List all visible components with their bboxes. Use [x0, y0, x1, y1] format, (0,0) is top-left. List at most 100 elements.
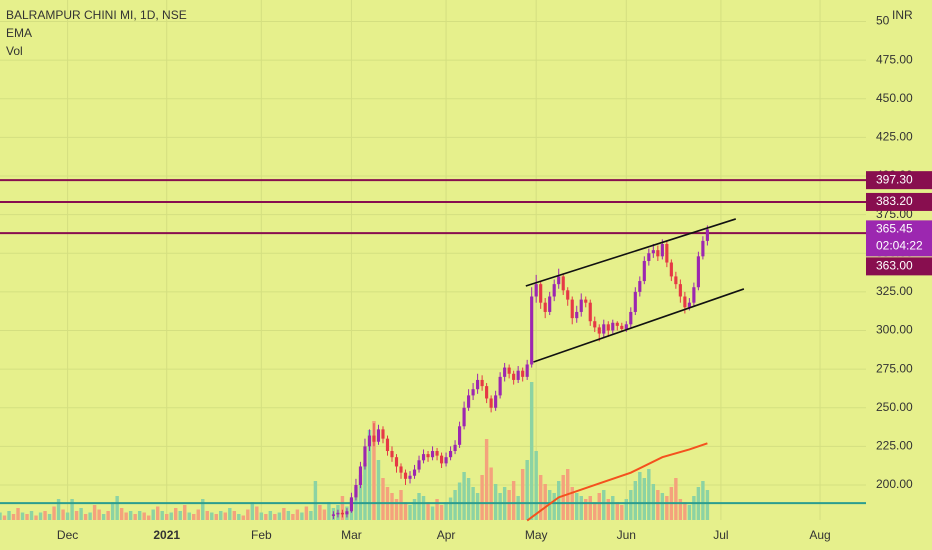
volume-bar [92, 505, 97, 520]
volume-bar [629, 490, 633, 520]
chart-title: BALRAMPUR CHINI MI, 1D, NSE [6, 8, 187, 22]
x-tick-label: Apr [437, 528, 456, 542]
volume-bar [376, 460, 381, 520]
volume-bar [408, 505, 412, 520]
candle-body [584, 299, 588, 303]
volume-bar [457, 482, 462, 520]
volume-bar [16, 508, 20, 520]
volume-bar [538, 475, 543, 520]
volume-bar [430, 506, 435, 520]
candle-body [602, 324, 606, 334]
x-tick-label: Mar [341, 528, 362, 542]
volume-bar [160, 511, 164, 520]
volume-bar [183, 505, 187, 520]
candle-body [696, 256, 700, 288]
volume-bar [277, 512, 282, 520]
level-box [866, 192, 932, 211]
channel-line [533, 288, 745, 363]
candle-body [588, 302, 592, 322]
candle-body [660, 243, 664, 257]
volume-bar [11, 514, 16, 520]
candle-body [421, 454, 426, 461]
volume-bar [394, 499, 399, 520]
volume-bar [250, 502, 255, 520]
countdown-label: 02:04:22 [876, 239, 923, 253]
volume-bar [651, 484, 656, 520]
volume-bar [327, 502, 331, 520]
volume-bar [561, 475, 565, 520]
candle-body [503, 367, 507, 377]
candle-body [439, 455, 444, 464]
candle-body [498, 376, 502, 396]
candle-body [358, 466, 363, 486]
candle-body [426, 454, 430, 458]
y-tick-label: 325.00 [876, 284, 913, 298]
candle-body [458, 426, 462, 445]
volume-bar [74, 511, 79, 520]
volume-bar [448, 497, 453, 520]
candle-body [367, 435, 372, 447]
volume-bar [192, 514, 196, 520]
volume-bar [196, 509, 200, 520]
volume-bar [611, 496, 615, 520]
volume-bar [264, 514, 268, 520]
volume-bar [174, 508, 178, 520]
volume-bar [534, 451, 538, 520]
candle-body [471, 389, 475, 396]
level-label: 397.30 [876, 172, 913, 186]
candle-body [494, 395, 498, 408]
volume-bar [358, 475, 363, 520]
volume-bar [255, 506, 259, 520]
volume-bar [268, 511, 273, 520]
volume-bar [435, 499, 439, 520]
volume-bar [61, 509, 65, 520]
volume-bar [223, 512, 227, 520]
volume-bar [259, 512, 264, 520]
candle-body [462, 407, 466, 427]
candle-body [534, 284, 538, 297]
volume-bar [489, 467, 493, 520]
candle-body [665, 243, 669, 263]
candle-body [579, 299, 583, 312]
candle-body [705, 229, 709, 241]
volume-bar [128, 511, 133, 520]
volume-bar [620, 505, 624, 520]
volume-bar [674, 478, 678, 520]
volume-bar [511, 481, 516, 520]
volume-bar [466, 478, 471, 520]
candle-body [611, 322, 615, 331]
volume-bar [313, 481, 318, 520]
candle-body [453, 444, 457, 452]
candle-body [345, 511, 349, 515]
volume-bar [52, 506, 56, 520]
volume-bar [219, 511, 223, 520]
volume-bar [70, 499, 74, 520]
volume-bar [480, 475, 484, 520]
volume-bar [665, 496, 669, 520]
volume-bar [300, 512, 304, 520]
last-price-box [866, 220, 932, 257]
volume-bar [498, 493, 502, 520]
volume-bar [520, 469, 525, 520]
volume-bar [214, 514, 218, 520]
candle-body [485, 386, 489, 399]
candle-body [530, 296, 534, 365]
candle-body [412, 469, 417, 476]
y-tick-label: 450.00 [876, 91, 913, 105]
volume-bar [493, 484, 498, 520]
volume-bar [88, 512, 92, 520]
volume-bar [286, 511, 291, 520]
volume-bar [38, 512, 43, 520]
volume-bar [656, 490, 660, 520]
volume-bar [210, 512, 214, 520]
volume-bar [101, 514, 106, 520]
candle-body [340, 512, 345, 515]
candle-body [385, 438, 390, 452]
candle-body [516, 370, 520, 380]
volume-bar [638, 472, 642, 520]
volume-bar [25, 514, 29, 520]
volume-bar [593, 502, 597, 520]
volume-bar [151, 509, 155, 520]
volume-bar [516, 496, 520, 520]
